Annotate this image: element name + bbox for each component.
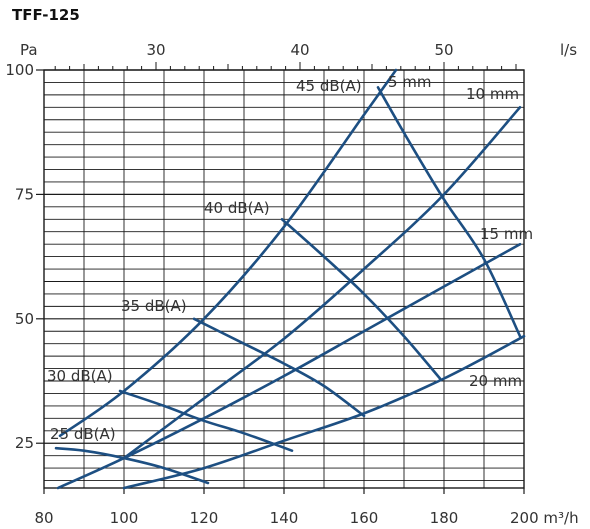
label-15mm: 15 mm xyxy=(480,225,533,243)
x2-tick-label: 30 xyxy=(146,41,165,59)
x2-tick-label: 50 xyxy=(434,41,453,59)
x-tick-label: 80 xyxy=(34,509,53,527)
label-5mm: 5 mm xyxy=(388,73,432,91)
chart-title: TFF-125 xyxy=(12,6,80,24)
label-25dba: 25 dB(A) xyxy=(50,425,116,443)
x-tick-label: 160 xyxy=(350,509,379,527)
sound-curve-45-db-a xyxy=(376,86,522,338)
x-tick-label: 140 xyxy=(270,509,299,527)
damper-curve-10-mm xyxy=(122,106,522,460)
x-tick-label: 200 m³/h xyxy=(510,509,579,527)
x-tick-label: 120 xyxy=(190,509,219,527)
x-tick-label: 180 xyxy=(430,509,459,527)
label-40dba: 40 dB(A) xyxy=(204,199,270,217)
curves xyxy=(54,68,526,490)
x-tick-label: 100 xyxy=(110,509,139,527)
y-tick-label: 100 xyxy=(5,61,34,79)
label-45dba: 45 dB(A) xyxy=(296,77,362,95)
y-tick-label: 25 xyxy=(15,434,34,452)
label-20mm: 20 mm xyxy=(469,372,522,390)
y-axis-unit-label: Pa xyxy=(20,41,38,59)
sound-curve-25-db-a xyxy=(54,446,210,485)
axis-ticks: 25 50 75 100 80 100 120 140 160 180 200 m³/h 30 40 50 xyxy=(5,41,578,527)
sound-curve-35-db-a xyxy=(192,317,366,418)
label-30dba: 30 dB(A) xyxy=(47,367,113,385)
label-10mm: 10 mm xyxy=(466,85,519,103)
damper-curve-20-mm xyxy=(122,334,526,490)
x2-axis-unit-label: l/s xyxy=(560,41,577,59)
label-35dba: 35 dB(A) xyxy=(121,297,187,315)
sound-curve-40-db-a xyxy=(280,218,442,380)
x2-tick-label: 40 xyxy=(290,41,309,59)
y-tick-label: 75 xyxy=(15,185,34,203)
y-tick-label: 50 xyxy=(15,310,34,328)
grid xyxy=(43,69,525,489)
sound-curve-30-db-a xyxy=(118,389,294,452)
